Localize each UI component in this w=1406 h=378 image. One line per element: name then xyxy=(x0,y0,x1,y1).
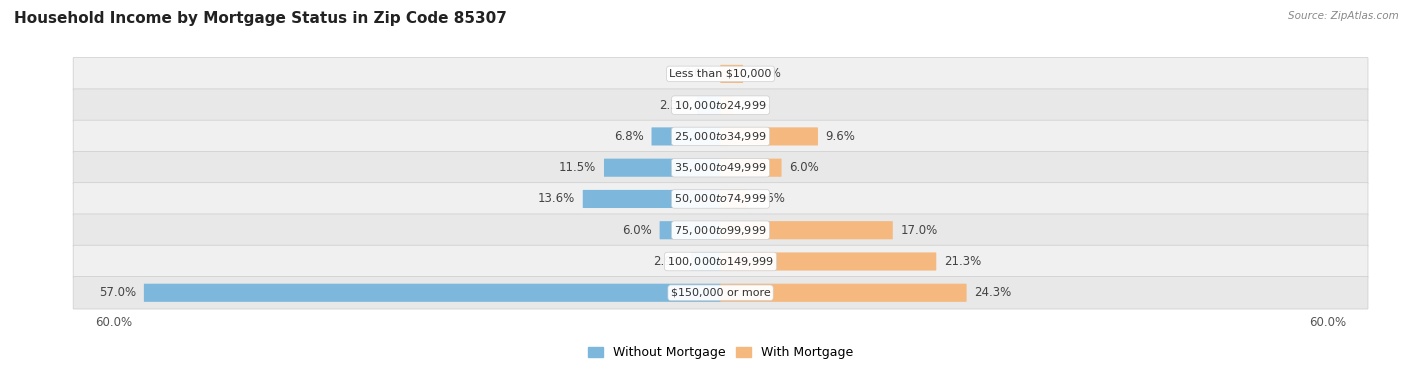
Text: 1.2%: 1.2% xyxy=(741,99,770,112)
Text: Source: ZipAtlas.com: Source: ZipAtlas.com xyxy=(1288,11,1399,21)
FancyBboxPatch shape xyxy=(73,57,1368,90)
Text: 17.0%: 17.0% xyxy=(901,224,938,237)
Text: 2.3%: 2.3% xyxy=(659,99,689,112)
Text: 11.5%: 11.5% xyxy=(560,161,596,174)
Text: 2.2%: 2.2% xyxy=(751,67,780,81)
FancyBboxPatch shape xyxy=(720,65,744,83)
Text: $100,000 to $149,999: $100,000 to $149,999 xyxy=(668,255,773,268)
FancyBboxPatch shape xyxy=(659,221,721,239)
FancyBboxPatch shape xyxy=(73,183,1368,215)
Text: 6.0%: 6.0% xyxy=(789,161,820,174)
FancyBboxPatch shape xyxy=(73,152,1368,184)
FancyBboxPatch shape xyxy=(73,245,1368,278)
Text: 24.3%: 24.3% xyxy=(974,286,1012,299)
FancyBboxPatch shape xyxy=(720,221,893,239)
Legend: Without Mortgage, With Mortgage: Without Mortgage, With Mortgage xyxy=(588,346,853,359)
Text: Less than $10,000: Less than $10,000 xyxy=(669,69,772,79)
Text: 2.6%: 2.6% xyxy=(755,192,785,206)
FancyBboxPatch shape xyxy=(605,159,721,177)
FancyBboxPatch shape xyxy=(720,159,782,177)
Text: 6.0%: 6.0% xyxy=(621,224,652,237)
FancyBboxPatch shape xyxy=(73,120,1368,153)
FancyBboxPatch shape xyxy=(720,190,747,208)
FancyBboxPatch shape xyxy=(73,89,1368,121)
FancyBboxPatch shape xyxy=(143,284,721,302)
Text: 6.8%: 6.8% xyxy=(614,130,644,143)
Text: Household Income by Mortgage Status in Zip Code 85307: Household Income by Mortgage Status in Z… xyxy=(14,11,508,26)
Text: $150,000 or more: $150,000 or more xyxy=(671,288,770,298)
FancyBboxPatch shape xyxy=(697,96,721,114)
Text: 57.0%: 57.0% xyxy=(98,286,136,299)
FancyBboxPatch shape xyxy=(720,127,818,146)
FancyBboxPatch shape xyxy=(73,214,1368,246)
FancyBboxPatch shape xyxy=(582,190,721,208)
FancyBboxPatch shape xyxy=(690,253,721,271)
Text: $25,000 to $34,999: $25,000 to $34,999 xyxy=(675,130,766,143)
Text: $35,000 to $49,999: $35,000 to $49,999 xyxy=(675,161,766,174)
Text: 13.6%: 13.6% xyxy=(537,192,575,206)
Text: 0.0%: 0.0% xyxy=(683,67,713,81)
Text: $10,000 to $24,999: $10,000 to $24,999 xyxy=(675,99,766,112)
Text: $50,000 to $74,999: $50,000 to $74,999 xyxy=(675,192,766,206)
FancyBboxPatch shape xyxy=(720,253,936,271)
FancyBboxPatch shape xyxy=(73,276,1368,309)
Text: 9.6%: 9.6% xyxy=(825,130,856,143)
FancyBboxPatch shape xyxy=(720,96,733,114)
Text: 21.3%: 21.3% xyxy=(943,255,981,268)
FancyBboxPatch shape xyxy=(720,284,966,302)
Text: $75,000 to $99,999: $75,000 to $99,999 xyxy=(675,224,766,237)
FancyBboxPatch shape xyxy=(651,127,721,146)
Text: 2.9%: 2.9% xyxy=(654,255,683,268)
